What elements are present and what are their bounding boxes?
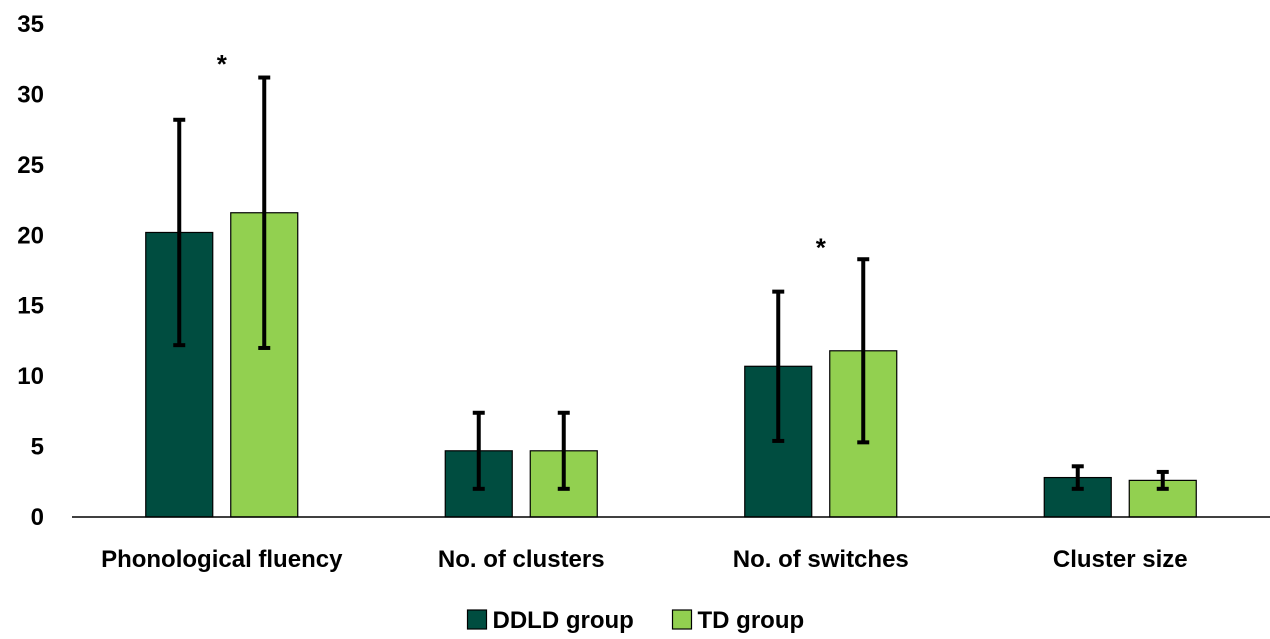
legend-swatch xyxy=(671,609,693,630)
significance-marker: * xyxy=(816,232,827,262)
legend-swatch xyxy=(466,609,488,630)
error-bars xyxy=(173,75,1169,491)
y-tick-label: 35 xyxy=(17,11,44,38)
legend: DDLD group TD group xyxy=(466,607,805,634)
y-tick-label: 5 xyxy=(31,434,44,461)
x-tick-label: Phonological fluency xyxy=(101,546,343,573)
y-tick-label: 10 xyxy=(17,363,44,390)
x-tick-label: No. of switches xyxy=(733,546,909,573)
significance-markers: ** xyxy=(217,49,827,262)
y-tick-label: 30 xyxy=(17,81,44,108)
y-tick-label: 25 xyxy=(17,152,44,179)
y-tick-label: 20 xyxy=(17,222,44,249)
bars xyxy=(145,212,1197,518)
y-axis: 0 5 10 15 20 25 30 35 xyxy=(17,11,44,531)
y-tick-label: 0 xyxy=(31,504,44,531)
x-tick-label: No. of clusters xyxy=(438,546,605,573)
x-tick-label: Cluster size xyxy=(1053,546,1188,573)
x-axis-labels: Phonological fluency No. of clusters No. o… xyxy=(101,546,1188,573)
legend-label: DDLD group xyxy=(493,607,634,634)
y-tick-label: 15 xyxy=(17,293,44,320)
legend-label: TD group xyxy=(698,607,805,634)
significance-marker: * xyxy=(217,49,228,79)
